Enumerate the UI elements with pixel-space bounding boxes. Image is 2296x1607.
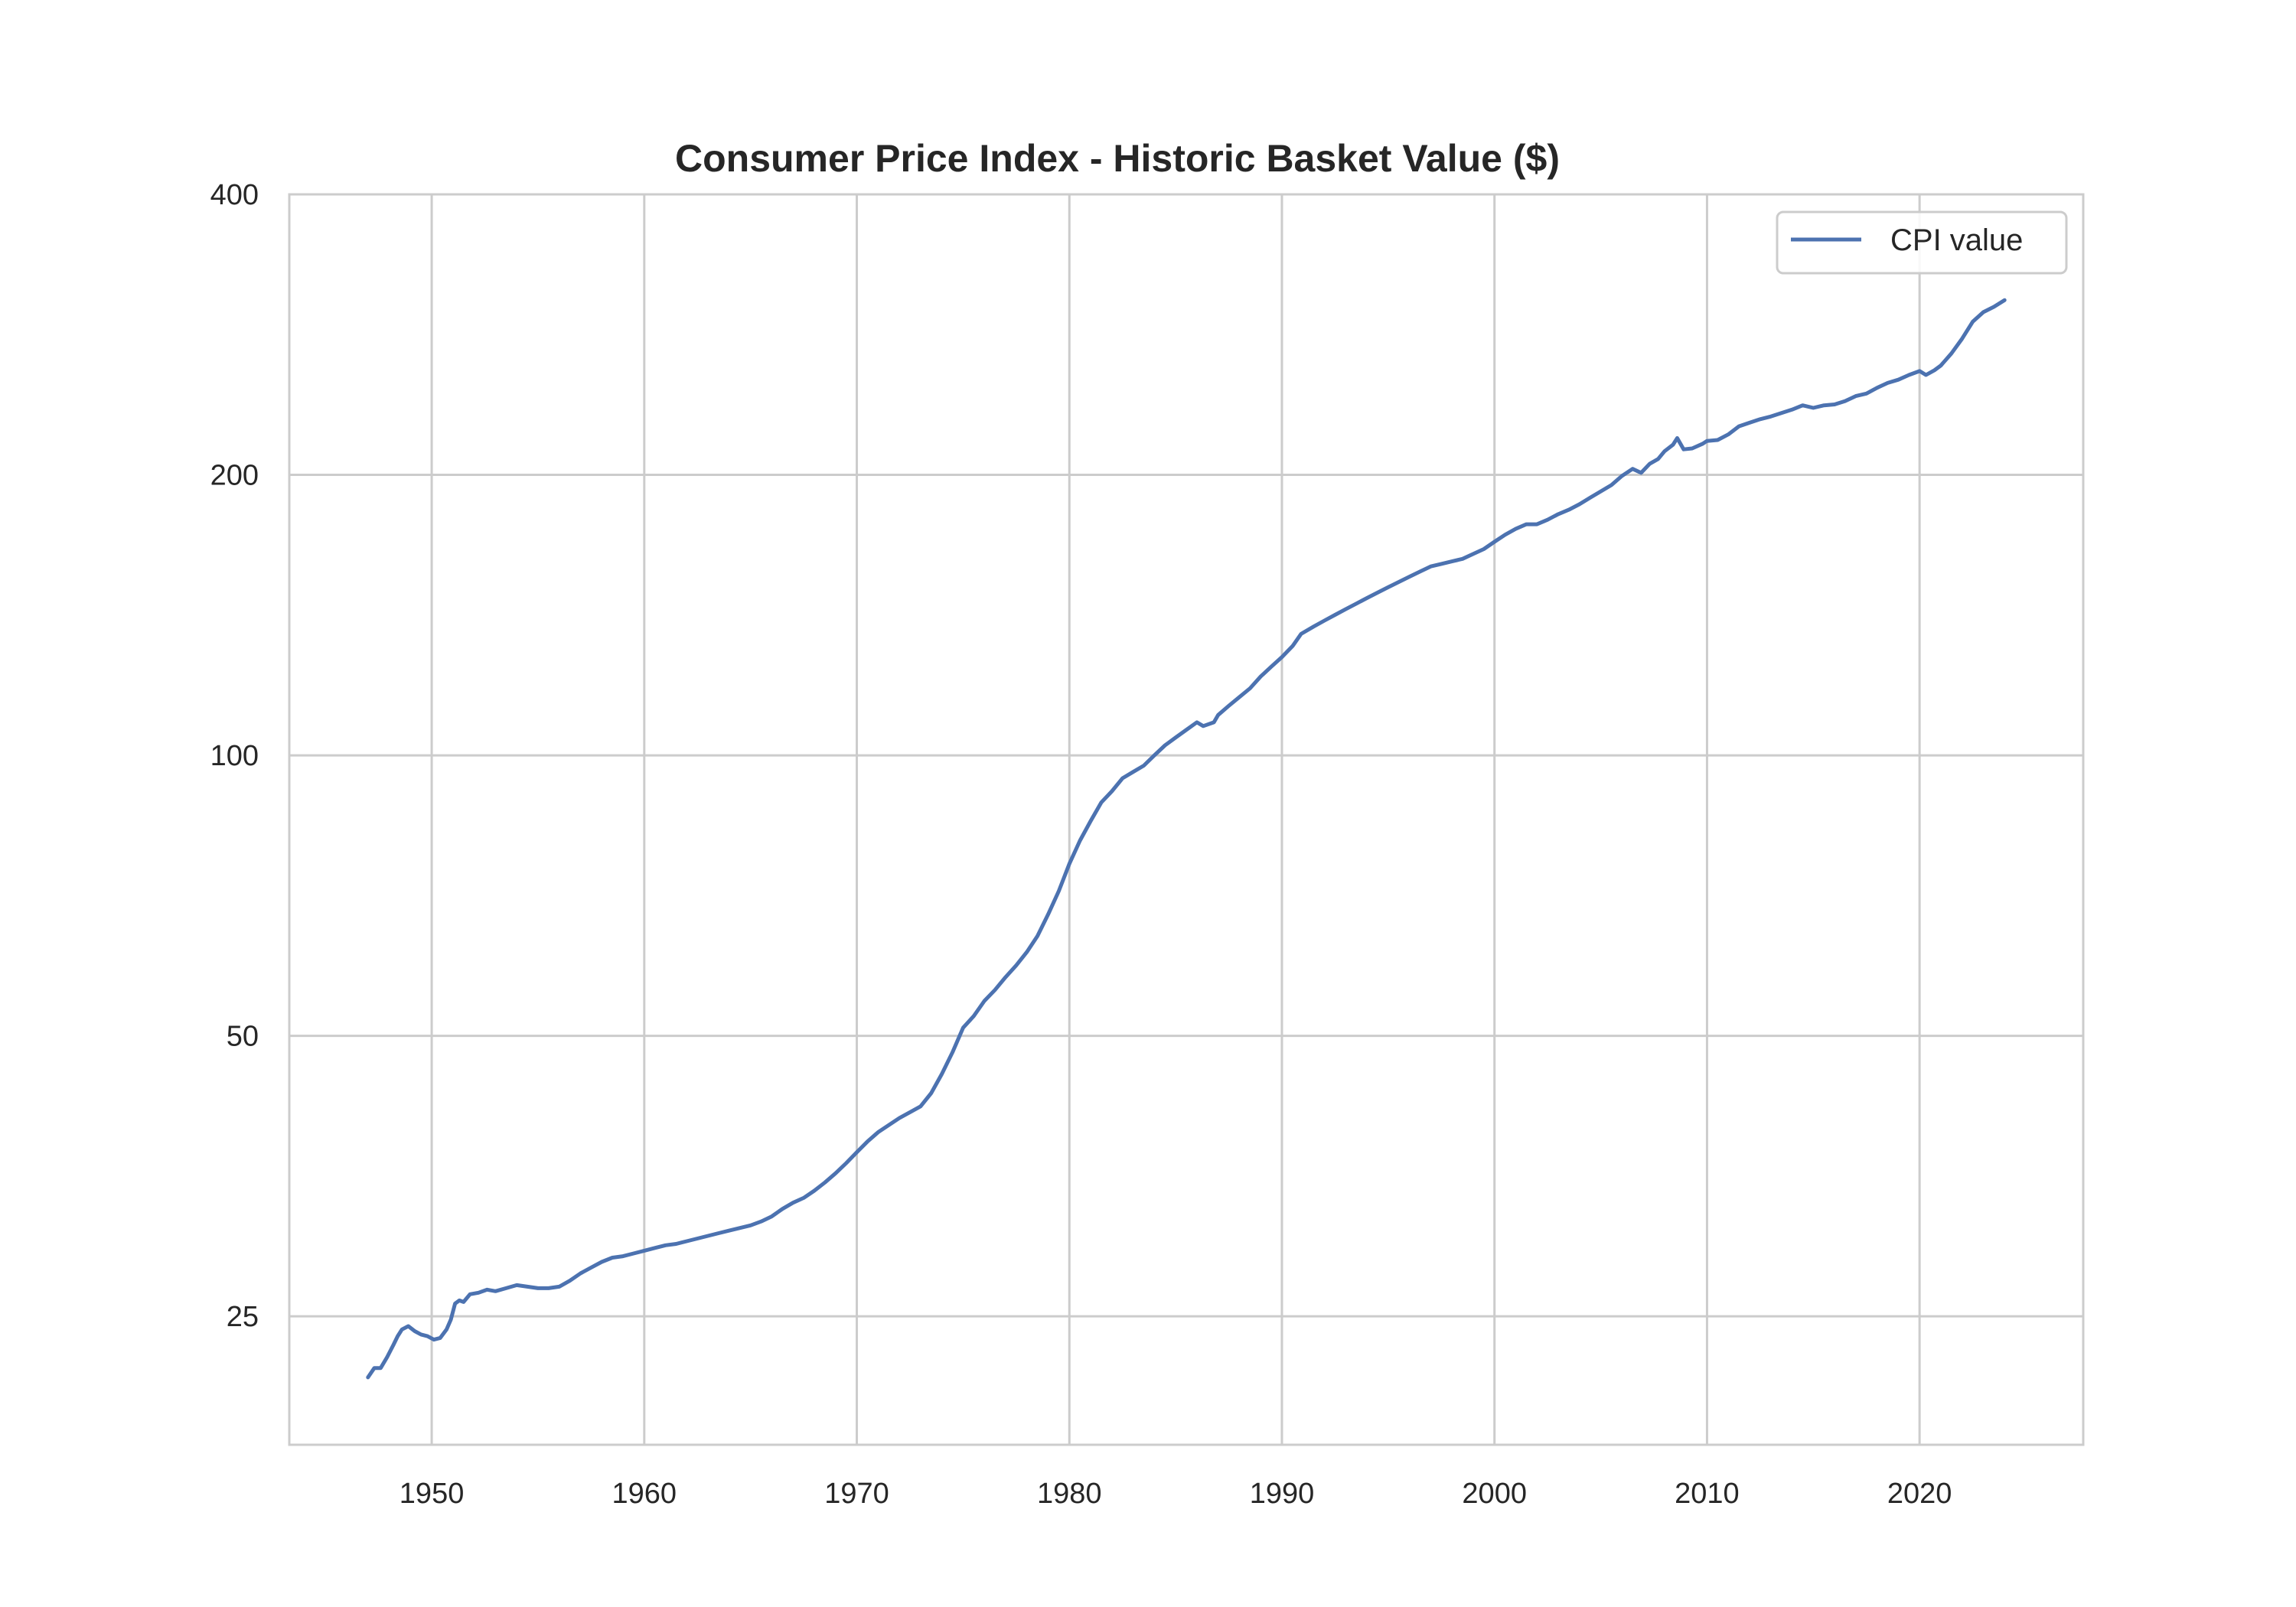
plot-frame [288,193,2085,1446]
x-tick-label-1990: 1990 [1250,1478,1315,1510]
y-tick-label-400: 400 [210,179,259,211]
x-tick-labels: 1950 1960 1970 1980 1990 2000 2010 2020 [400,1478,1952,1510]
series-layer [366,298,2007,1380]
legend: CPI value [1776,210,2068,275]
y-tick-label-200: 200 [210,460,259,492]
y-tick-label-50: 50 [227,1021,259,1053]
y-tick-label-100: 100 [210,740,259,772]
chart-title: Consumer Price Index - Historic Basket V… [675,137,1560,180]
x-tick-label-1970: 1970 [824,1478,889,1510]
x-tick-label-1960: 1960 [612,1478,677,1510]
x-tick-label-1980: 1980 [1037,1478,1102,1510]
y-tick-label-25: 25 [227,1301,259,1333]
x-tick-label-2020: 2020 [1887,1478,1952,1510]
legend-label-cpi-value: CPI value [1890,223,2023,257]
x-tick-label-2010: 2010 [1675,1478,1740,1510]
legend-box [1776,210,2068,275]
x-tick-label-2000: 2000 [1462,1478,1527,1510]
series-line-cpi-value [366,298,2007,1380]
grid-lines [289,193,2083,1445]
y-tick-labels: 25 50 100 200 400 [210,179,259,1333]
x-tick-label-1950: 1950 [400,1478,465,1510]
